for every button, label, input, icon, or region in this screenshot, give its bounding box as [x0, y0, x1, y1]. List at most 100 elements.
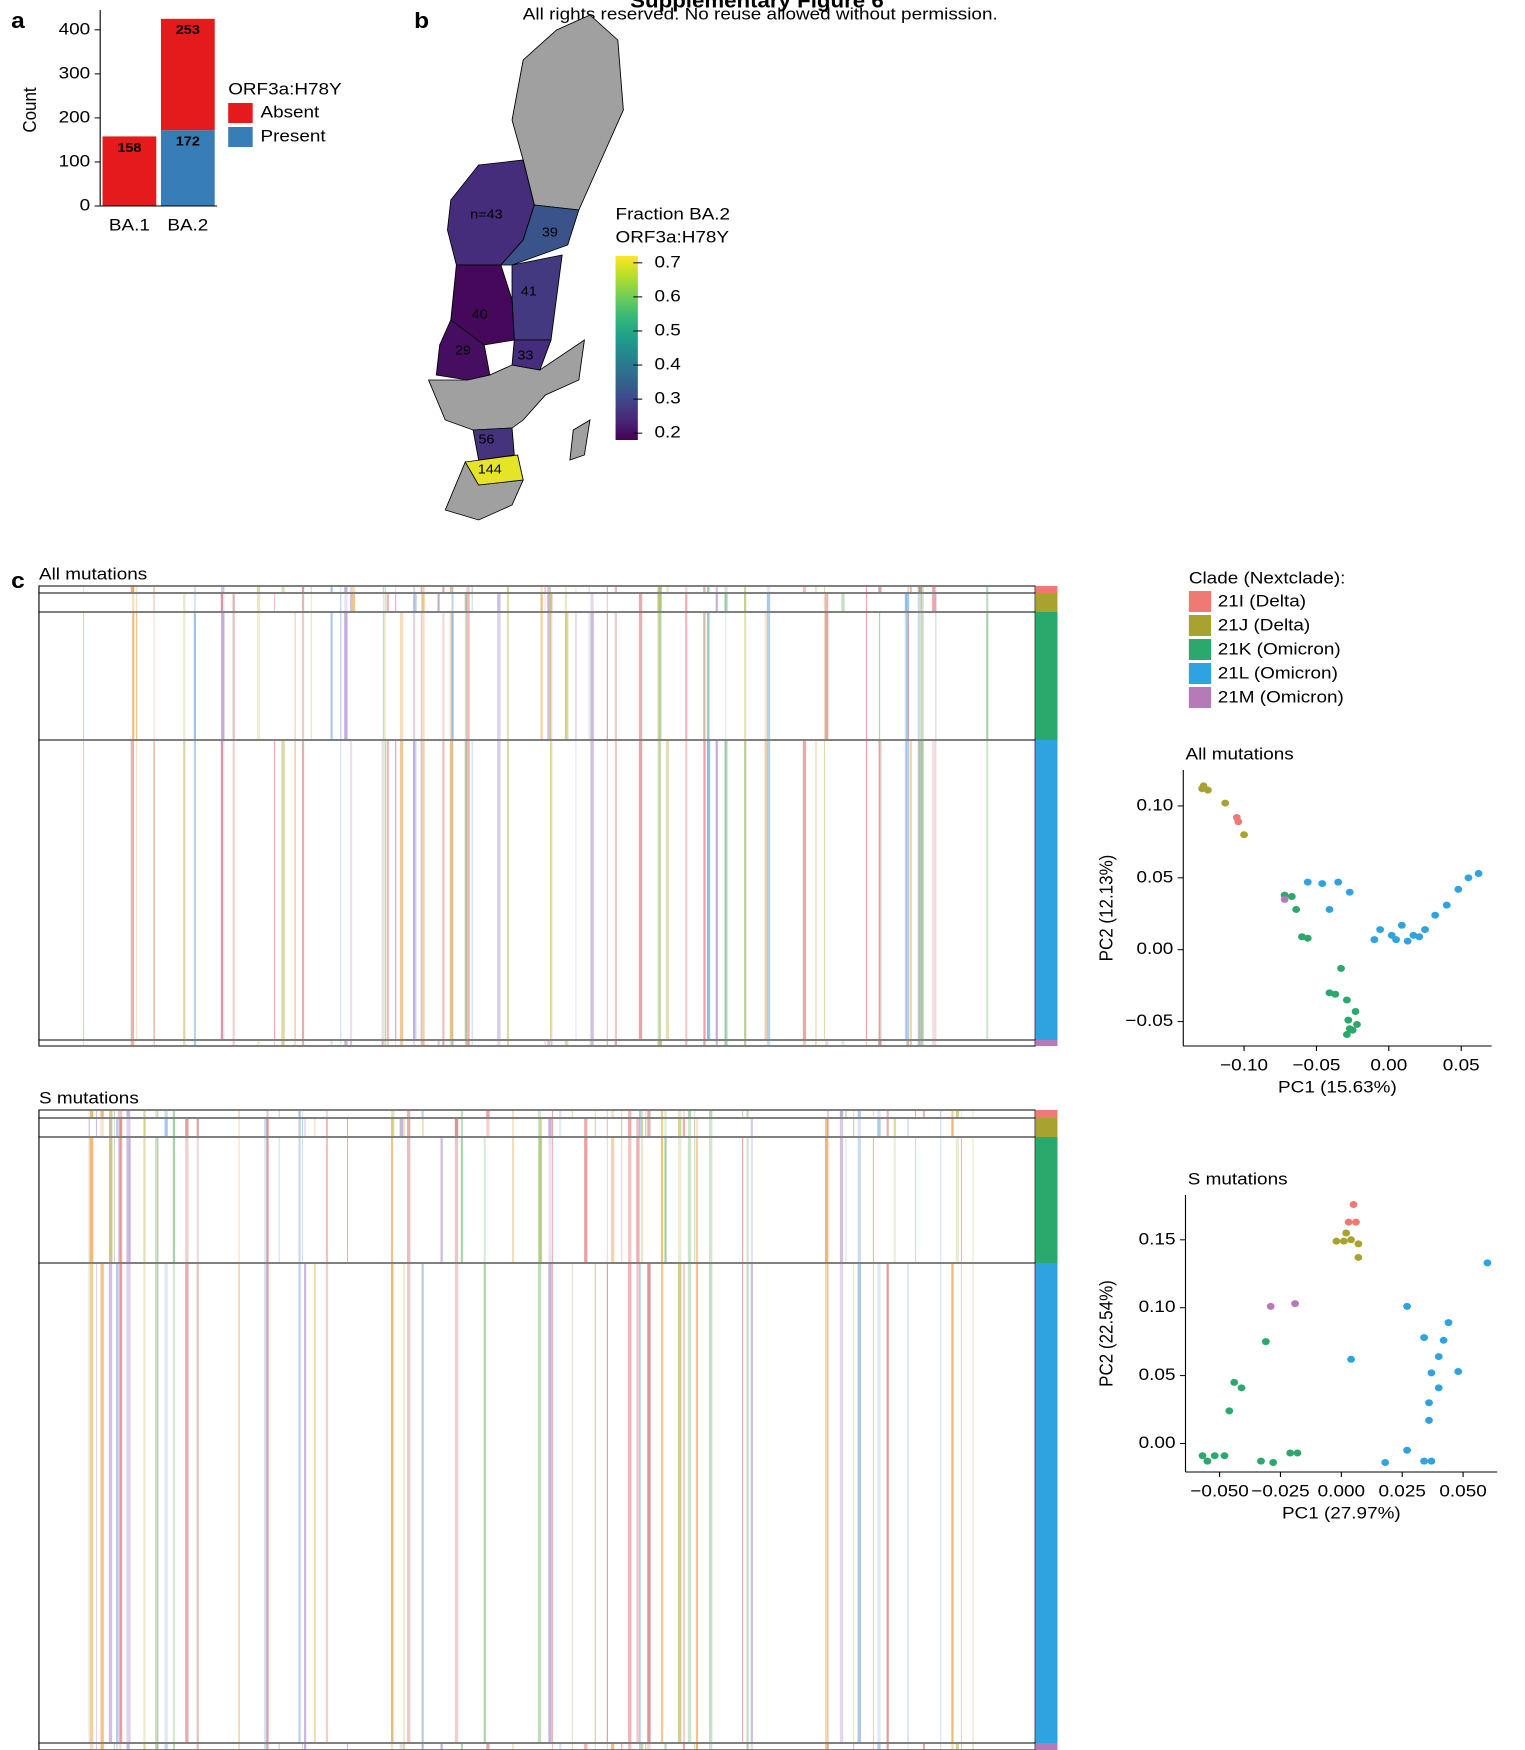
- legend-swatch: [1188, 663, 1212, 684]
- legend-swatch: [1188, 591, 1212, 612]
- point: [1425, 1399, 1433, 1407]
- y-tick-label: 0.00: [1139, 1433, 1176, 1452]
- point: [1344, 1016, 1353, 1024]
- legend-label: 21L (Omicron): [1218, 663, 1338, 682]
- point: [1420, 1334, 1429, 1342]
- y-tick-label: −0.05: [1125, 1011, 1173, 1030]
- point: [1220, 1452, 1229, 1460]
- x-tick-label: BA.2: [167, 215, 208, 234]
- x-tick-label: −0.050: [1190, 1481, 1248, 1500]
- point: [1240, 831, 1248, 839]
- colorbar-label: 0.5: [655, 320, 681, 339]
- legend-title: ORF3a:H78Y: [616, 227, 729, 246]
- point: [1370, 936, 1379, 944]
- point: [1292, 905, 1301, 913]
- y-tick-label: 0.00: [1136, 939, 1173, 958]
- map-base: [427, 14, 624, 521]
- point: [1261, 1338, 1270, 1346]
- point: [1454, 885, 1463, 893]
- region-label: n=43: [470, 207, 503, 221]
- point: [1376, 926, 1385, 934]
- heatmap-title: S mutations: [39, 1088, 139, 1107]
- point: [1431, 911, 1440, 919]
- value-label: 253: [176, 23, 201, 37]
- point: [1280, 895, 1289, 903]
- clade-bar: [1035, 1118, 1058, 1137]
- y-axis-label: Count: [19, 87, 40, 132]
- clade-bar: [1035, 1137, 1058, 1263]
- point: [1425, 1416, 1433, 1424]
- y-tick-label: 200: [59, 107, 91, 126]
- colorbar-label: 0.4: [655, 354, 681, 373]
- point: [1474, 870, 1483, 877]
- point: [1303, 934, 1312, 942]
- region: [472, 427, 515, 461]
- point: [1347, 1355, 1355, 1363]
- region: [569, 419, 591, 461]
- point: [1344, 1218, 1353, 1226]
- point: [1342, 1031, 1351, 1038]
- region-label: 33: [517, 348, 533, 362]
- legend-swatch: [228, 103, 253, 123]
- point: [1287, 893, 1296, 900]
- y-tick-label: 300: [59, 63, 91, 82]
- clade-bar: [1035, 593, 1058, 612]
- point: [1303, 878, 1312, 886]
- x-tick-label: 0.00: [1370, 1055, 1407, 1074]
- point: [1434, 1353, 1443, 1361]
- clade-bar: [1035, 612, 1058, 740]
- point: [1199, 782, 1208, 790]
- legend-label: Present: [260, 126, 325, 145]
- x-tick-label: 0.05: [1443, 1055, 1480, 1074]
- panel-label: c: [11, 568, 25, 593]
- point: [1464, 874, 1473, 882]
- y-tick-label: 0.10: [1139, 1297, 1176, 1316]
- legend-swatch: [228, 127, 253, 147]
- y-tick-label: 400: [59, 19, 91, 38]
- bar-segment: [160, 18, 215, 131]
- bar-segment: [102, 136, 157, 206]
- point: [1427, 1457, 1436, 1465]
- colorbar-label: 0.6: [655, 286, 681, 305]
- region: [511, 339, 552, 371]
- heatmap-row: [38, 1039, 1036, 1047]
- point: [1420, 1457, 1429, 1465]
- point: [1345, 888, 1354, 896]
- heatmap-row: [38, 592, 1036, 613]
- panel-label: a: [11, 8, 26, 33]
- x-tick-label: BA.1: [109, 215, 150, 234]
- point: [1392, 936, 1400, 944]
- legend-label: 21M (Omicron): [1218, 687, 1344, 706]
- y-tick-label: 0.05: [1136, 867, 1173, 886]
- point: [1257, 1457, 1265, 1465]
- y-axis-label: PC2 (22.54%): [1096, 1280, 1117, 1387]
- x-tick-label: −0.05: [1293, 1055, 1341, 1074]
- point: [1332, 1237, 1341, 1245]
- point: [1353, 1020, 1361, 1028]
- point: [1266, 1302, 1275, 1310]
- point: [1403, 937, 1412, 945]
- region-label: 40: [472, 307, 488, 321]
- heatmap-row: [38, 739, 1036, 1041]
- point: [1230, 1378, 1239, 1386]
- legend-swatch: [1188, 615, 1212, 636]
- colorbar-label: 0.7: [655, 252, 681, 271]
- point: [1342, 996, 1351, 1004]
- x-tick-label: −0.025: [1251, 1481, 1309, 1500]
- legend-title: Clade (Nextclade):: [1189, 568, 1346, 587]
- point: [1442, 901, 1451, 909]
- legend-title: ORF3a:H78Y: [228, 79, 341, 98]
- point: [1403, 1446, 1411, 1454]
- legend-label: Absent: [260, 102, 319, 121]
- point: [1421, 926, 1429, 934]
- y-tick-label: 0: [80, 195, 91, 214]
- y-axis-label: PC2 (12.13%): [1096, 855, 1117, 962]
- clade-bar: [1035, 1743, 1058, 1750]
- heatmap-row: [38, 1109, 1036, 1119]
- legend-swatch: [1188, 639, 1212, 660]
- point: [1331, 990, 1340, 998]
- point: [1352, 1218, 1360, 1226]
- x-axis-label: PC1 (27.97%): [1282, 1503, 1401, 1522]
- heatmap-row: [38, 1262, 1036, 1744]
- y-tick-label: 0.15: [1139, 1229, 1176, 1248]
